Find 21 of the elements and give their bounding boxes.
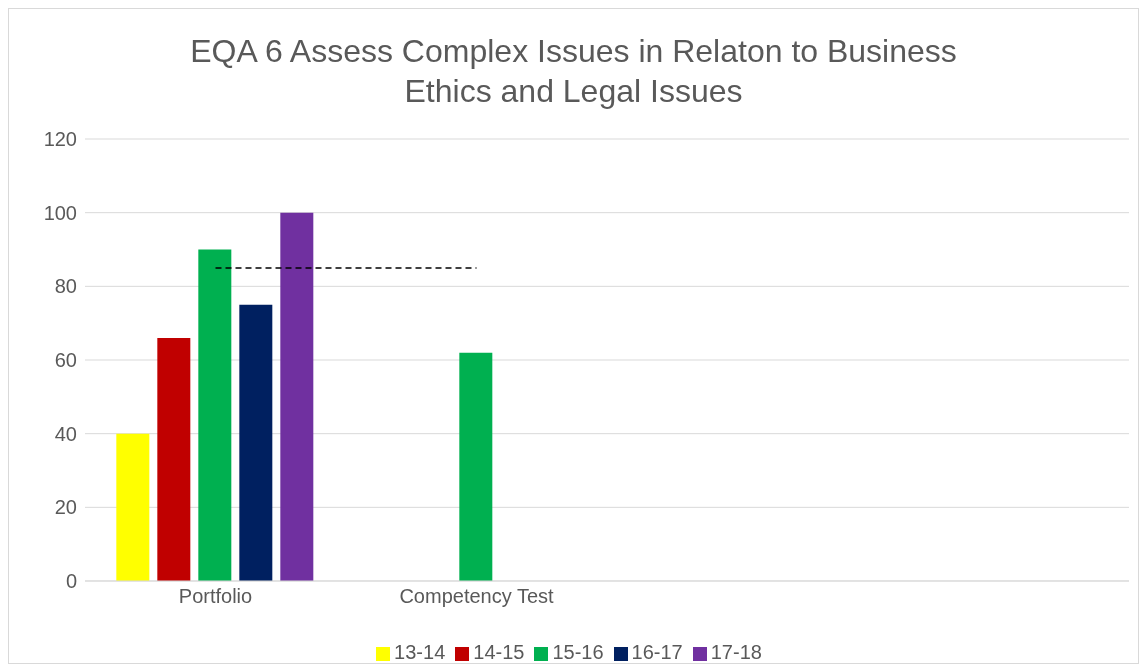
legend-label: 15-16 (552, 641, 604, 663)
bar (280, 212, 314, 581)
y-tick-label: 120 (43, 128, 77, 151)
y-tick-label: 40 (54, 422, 77, 445)
bar (239, 304, 273, 581)
legend-label: 14-15 (473, 641, 525, 663)
y-tick-label: 20 (54, 496, 77, 519)
bar (116, 433, 150, 581)
bar (459, 352, 493, 581)
x-tick-label: Competency Test (399, 585, 555, 608)
y-tick-label: 100 (43, 201, 77, 224)
legend-label: 13-14 (394, 641, 446, 663)
y-tick-label: 60 (54, 349, 77, 372)
bar (157, 337, 191, 581)
y-tick-label: 0 (65, 570, 77, 593)
chart-title: EQA 6 Assess Complex Issues in Relaton to Business Ethics and Legal Issues (189, 32, 958, 111)
x-tick-label: Portfolio (178, 585, 253, 608)
y-tick-label: 80 (54, 275, 77, 298)
bar (198, 249, 232, 581)
legend-label: 17-18 (710, 641, 762, 663)
legend-label: 16-17 (631, 641, 683, 663)
